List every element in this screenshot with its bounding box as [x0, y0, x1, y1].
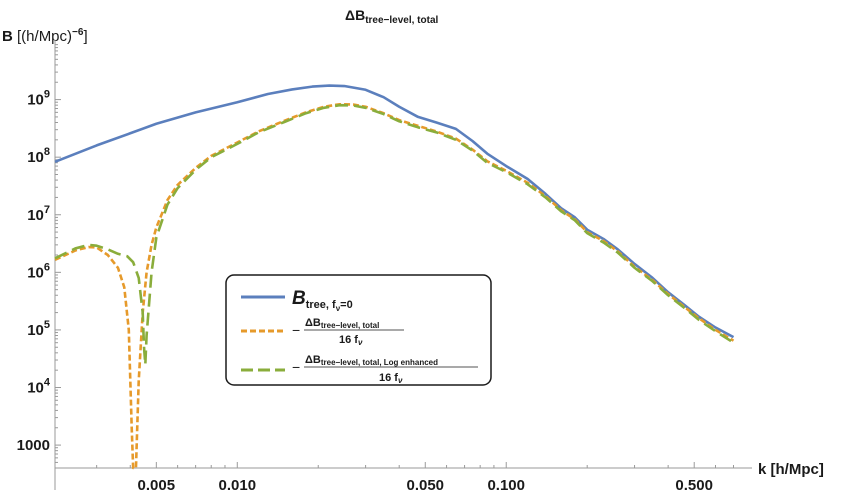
y-tick-label-6: 109: [27, 89, 50, 109]
x-tick-label-2: 0.050: [406, 477, 444, 494]
legend-label-btree: Btree, fν=0: [292, 288, 353, 313]
x-tick-label-3: 0.100: [487, 477, 525, 494]
x-tick-label-0: 0.005: [138, 477, 176, 494]
legend: Btree, fν=0 − ΔBtree−level, total 16 fν …: [225, 274, 492, 386]
y-tick-label-2: 105: [27, 319, 50, 339]
series-group: [54, 84, 735, 470]
x-tick-label-4: 0.500: [675, 477, 713, 494]
y-tick-label-4: 107: [27, 204, 50, 224]
axis-ticks: 0.005 0.010 0.050 0.100 0.500 1000 104 105 106 10…: [17, 44, 735, 494]
legend-minus-dblog: −: [292, 359, 300, 375]
y-tick-label-0: 1000: [17, 437, 50, 454]
series-line-dbtot: [54, 102, 735, 470]
series-line-btree: [54, 84, 735, 339]
y-axis-label: B [(h/Mpc)−6]: [2, 27, 88, 45]
y-tick-label-3: 106: [27, 261, 50, 281]
x-tick-label-1: 0.010: [219, 477, 257, 494]
y-tick-label-5: 108: [27, 146, 50, 166]
legend-minus-dbtot: −: [292, 322, 300, 338]
legend-num-dblog: ΔBtree−level, total, Log enhanced: [305, 354, 438, 367]
legend-den-dblog: 16 fν: [379, 372, 403, 385]
legend-num-dbtot: ΔBtree−level, total: [305, 317, 379, 330]
y-tick-label-1: 104: [27, 377, 51, 397]
chart-title: ΔBtree−level, total: [345, 7, 439, 26]
series-line-dblog: [54, 103, 735, 366]
x-axis-label: k [h/Mpc]: [758, 461, 824, 478]
legend-den-dbtot: 16 fν: [339, 334, 363, 347]
